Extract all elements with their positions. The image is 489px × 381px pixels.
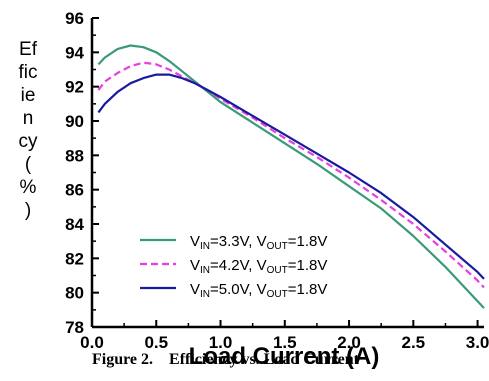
series-line-2 xyxy=(97,61,485,289)
series-line-3 xyxy=(97,73,485,280)
figure-caption: Figure 2. Efficiency vs. Load Current xyxy=(92,351,359,369)
y-tick-label: 94 xyxy=(65,43,84,62)
chart-axes: 78 80 82 84 86 88 90 92 94 96 0.0 0.5 1.0 1.5 2.0 2.5 3.… xyxy=(65,9,489,352)
y-axis-label-line: fic xyxy=(18,62,38,83)
y-tick-label: 92 xyxy=(65,78,84,97)
legend-label-part: =4.2V, V xyxy=(210,257,267,274)
legend-label-2: VIN=4.2V, VOUT=1.8V xyxy=(190,257,327,276)
x-axis-label: Load Current (A) xyxy=(189,343,380,370)
y-tick-label: 84 xyxy=(65,215,84,234)
legend-label-part: =3.3V, V xyxy=(210,233,267,250)
legend-label-1: VIN=3.3V, VOUT=1.8V xyxy=(190,233,327,252)
y-tick-label: 90 xyxy=(65,112,84,131)
y-axis-label-line: ie xyxy=(20,85,36,106)
legend-label-part: =1.8V xyxy=(288,281,328,298)
legend-label-part: V xyxy=(190,233,200,250)
chart-series xyxy=(97,44,485,309)
y-axis-label-line: Ef xyxy=(19,39,37,60)
legend-label-part: OUT xyxy=(267,289,288,300)
legend-label-part: V xyxy=(190,281,200,298)
x-tick-label: 0.0 xyxy=(80,333,104,352)
y-tick-label: 88 xyxy=(65,146,84,165)
y-axis-label-line: n xyxy=(22,108,34,129)
figure-caption-text: Efficiency vs. Load Current xyxy=(169,351,359,368)
x-tick-label: 0.5 xyxy=(144,333,168,352)
legend-label-part: =1.8V xyxy=(288,257,328,274)
x-tick-label: 2.5 xyxy=(401,333,425,352)
y-tick-label: 86 xyxy=(65,181,84,200)
y-axis-label: Ef fic ie n cy(%) xyxy=(6,38,50,222)
y-tick-label: 80 xyxy=(65,284,84,303)
y-axis-label-line: ( xyxy=(24,154,32,175)
legend-label-part: =1.8V xyxy=(288,233,328,250)
legend-label-part: V xyxy=(190,257,200,274)
y-axis-label-line: cy xyxy=(18,131,38,152)
legend-label-part: IN xyxy=(200,289,210,300)
legend-label-part: IN xyxy=(200,241,210,252)
y-axis-label-line: ) xyxy=(24,200,32,221)
y-axis-label-line: % xyxy=(19,177,37,198)
series-line-1 xyxy=(97,44,485,309)
legend-label-part: OUT xyxy=(267,265,288,276)
figure-number: Figure 2. xyxy=(92,351,154,368)
x-tick-label: 2.0 xyxy=(337,333,361,352)
y-tick-label: 78 xyxy=(65,318,84,337)
y-tick-label: 82 xyxy=(65,249,84,268)
x-tick-label: 1.5 xyxy=(273,333,297,352)
legend-label-3: VIN=5.0V, VOUT=1.8V xyxy=(190,281,327,300)
y-tick-label: 96 xyxy=(65,9,84,28)
x-tick-label: 1.0 xyxy=(209,333,233,352)
x-tick-label: 3.0 xyxy=(466,333,489,352)
legend-label-part: =5.0V, V xyxy=(210,281,267,298)
legend-label-part: OUT xyxy=(267,241,288,252)
legend-label-part: IN xyxy=(200,265,210,276)
